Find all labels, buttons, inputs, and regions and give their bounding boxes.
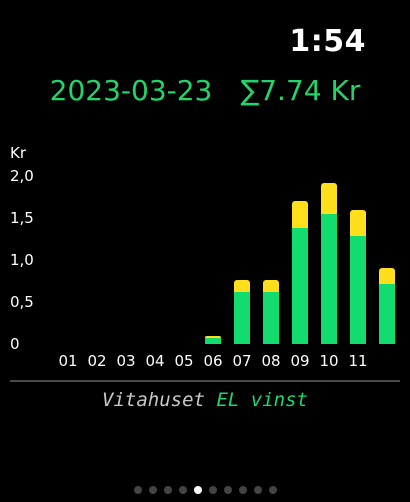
x-tick-label: 11 (348, 352, 368, 370)
page-dot[interactable] (178, 486, 187, 494)
page-dot[interactable] (193, 486, 202, 494)
bar-segment-green (379, 283, 395, 344)
caption-prefix: Vitahuset (102, 389, 217, 411)
page-dot[interactable] (208, 486, 217, 494)
page-dot[interactable] (268, 486, 277, 494)
y-tick-label: 0,5 (10, 293, 34, 311)
page-dot[interactable] (223, 486, 232, 494)
bar-segment-green (234, 291, 250, 344)
page-indicator[interactable] (0, 486, 410, 494)
y-tick-label: 2,0 (10, 167, 34, 185)
x-tick-label: 02 (87, 352, 107, 370)
divider (10, 380, 400, 382)
x-tick-label: 04 (145, 352, 165, 370)
bar-segment-green (292, 228, 308, 344)
bar-segment-green (321, 213, 337, 344)
x-tick-label: 03 (116, 352, 136, 370)
y-tick-label: 1,0 (10, 251, 34, 269)
bar-segment-yellow (263, 280, 279, 292)
y-tick-label: 1,5 (10, 209, 34, 227)
x-tick-label: 06 (203, 352, 223, 370)
x-tick-label: 10 (319, 352, 339, 370)
caption: Vitahuset EL vinst (0, 389, 410, 411)
bar-segment-yellow (205, 335, 221, 339)
x-tick-label: 07 (232, 352, 252, 370)
x-tick-label: 09 (290, 352, 310, 370)
x-tick-label: 05 (174, 352, 194, 370)
header: 2023-03-23 ∑7.74 Kr (0, 74, 410, 107)
bar-segment-yellow (350, 209, 366, 237)
page-dot[interactable] (163, 486, 172, 494)
page-dot[interactable] (133, 486, 142, 494)
page-dot[interactable] (253, 486, 262, 494)
y-unit-label: Kr (10, 144, 27, 162)
y-tick-label: 0 (10, 335, 20, 353)
bar-segment-green (350, 236, 366, 344)
x-tick-label: 08 (261, 352, 281, 370)
bar-segment-yellow (292, 201, 308, 229)
bar-segment-green (205, 338, 221, 344)
x-tick-label: 01 (58, 352, 78, 370)
date-label: 2023-03-23 (49, 74, 213, 107)
caption-accent: EL vinst (216, 389, 308, 411)
bar-segment-yellow (379, 268, 395, 284)
bar-segment-yellow (234, 280, 250, 292)
page-dot[interactable] (148, 486, 157, 494)
page-dot[interactable] (238, 486, 247, 494)
status-time: 1:54 (289, 24, 366, 59)
bar-segment-yellow (321, 182, 337, 214)
bar-segment-green (263, 291, 279, 344)
total-label: ∑7.74 Kr (240, 74, 361, 107)
